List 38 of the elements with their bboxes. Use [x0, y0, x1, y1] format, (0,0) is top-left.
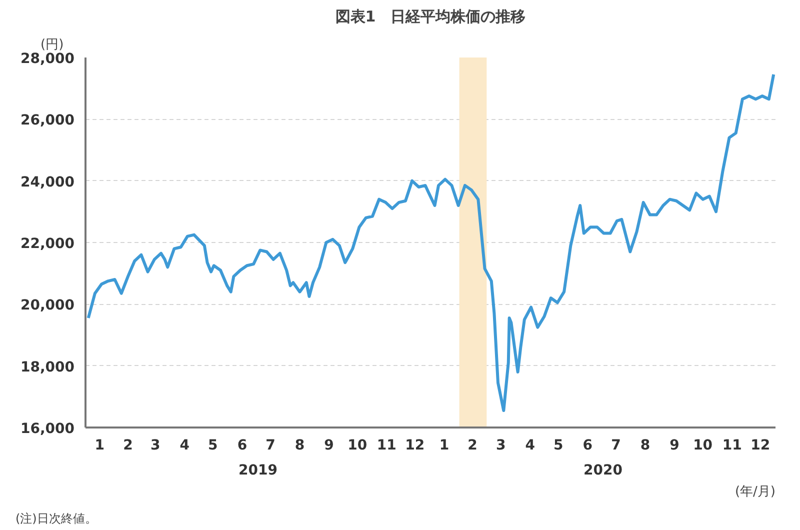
x-tick-label: 5	[554, 438, 564, 454]
y-axis-title: (円)	[40, 38, 64, 52]
x-tick-label: 9	[324, 438, 334, 454]
x-tick-label: 3	[496, 438, 506, 454]
x-tick-label: 1	[94, 438, 105, 454]
y-tick-label: 24,000	[20, 174, 75, 190]
x-tick-label: 1	[439, 438, 450, 454]
line-series	[86, 72, 776, 412]
x-tick-label: 8	[294, 438, 305, 454]
y-tick-label: 22,000	[20, 236, 75, 252]
chart-title: 図表1 日経平均株価の推移	[335, 8, 526, 26]
y-tick-label: 18,000	[20, 359, 75, 376]
x-tick-label: 4	[525, 438, 536, 454]
x-tick-label: 9	[670, 438, 680, 454]
x-tick-label: 4	[180, 438, 190, 454]
x-tick-label: 6	[582, 438, 593, 454]
x-tick-label: 3	[150, 438, 160, 454]
text: 2020	[584, 462, 623, 478]
x-tick-label: 11	[722, 438, 742, 454]
y-tick-label: 20,000	[20, 298, 75, 314]
x-tick-label: 10	[348, 438, 368, 454]
x-tick-label: 8	[640, 438, 650, 454]
y-tick-label: 16,000	[20, 421, 75, 437]
x-tick-label: 7	[266, 438, 276, 454]
text: (注)日次終値。	[16, 512, 97, 526]
x-tick-label: 10	[693, 438, 713, 454]
x-tick-label: 11	[376, 438, 396, 454]
x-tick-label: 2	[468, 438, 478, 454]
text: 2019	[238, 462, 278, 478]
x-axis-title: (年/月)	[734, 484, 776, 500]
y-tick-label: 26,000	[20, 112, 75, 129]
x-tick-label: 6	[237, 438, 248, 454]
x-tick-label: 7	[611, 438, 621, 454]
x-tick-label: 12	[750, 438, 770, 454]
y-tick-label: 28,000	[20, 51, 75, 67]
x-tick-label: 12	[405, 438, 425, 454]
x-tick-label: 5	[208, 438, 218, 454]
x-tick-label: 2	[123, 438, 133, 454]
